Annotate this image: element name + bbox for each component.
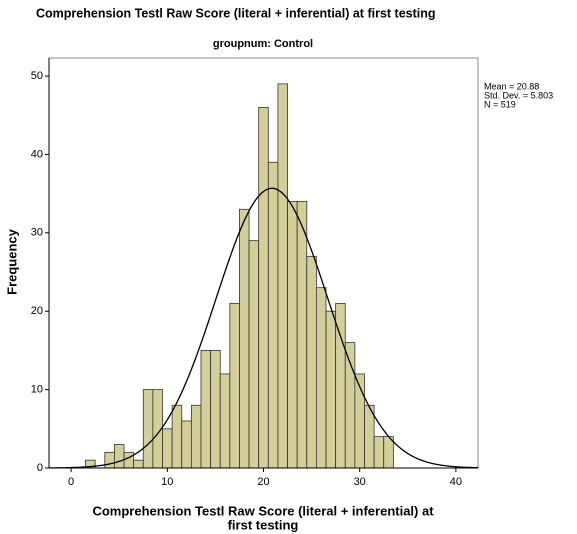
y-tick-label: 0 bbox=[37, 462, 43, 474]
stat-label: N = 519 bbox=[484, 99, 516, 109]
bar bbox=[200, 350, 211, 469]
stat-label: Std. Dev. = 5.803 bbox=[484, 90, 553, 100]
bar bbox=[114, 444, 125, 469]
bar bbox=[248, 240, 260, 469]
normal-curve bbox=[48, 187, 479, 469]
x-tick-label: 0 bbox=[68, 476, 74, 488]
y-tick-label: 40 bbox=[31, 148, 43, 160]
bar bbox=[306, 255, 317, 469]
x-tick-label: 20 bbox=[257, 476, 269, 488]
bar bbox=[190, 404, 202, 469]
chart-subtitle: groupnum: Control bbox=[213, 38, 313, 50]
bar bbox=[229, 302, 240, 469]
bar bbox=[287, 201, 298, 469]
y-tick-label: 30 bbox=[31, 227, 43, 239]
bar bbox=[123, 451, 135, 469]
bar bbox=[210, 350, 221, 469]
bar bbox=[162, 428, 173, 469]
bar bbox=[104, 451, 115, 469]
bar bbox=[133, 459, 144, 469]
chart-title: Comprehension Testl Raw Score (literal +… bbox=[36, 6, 436, 20]
bar bbox=[219, 373, 231, 469]
stat-label: Mean = 20.88 bbox=[484, 81, 539, 91]
bar bbox=[142, 389, 154, 469]
bar bbox=[277, 83, 288, 469]
bar bbox=[296, 201, 308, 469]
bar bbox=[316, 287, 327, 469]
bar bbox=[373, 436, 385, 469]
bar bbox=[171, 404, 183, 469]
bar bbox=[239, 208, 250, 469]
x-tick-label: 40 bbox=[450, 476, 462, 488]
y-axis-label: Frequency bbox=[4, 228, 19, 295]
x-tick-label: 30 bbox=[354, 476, 366, 488]
y-tick-label: 20 bbox=[31, 305, 43, 317]
bar bbox=[383, 436, 394, 469]
x-axis-label: Comprehension Testl Raw Score (literal +… bbox=[92, 503, 434, 518]
bar bbox=[325, 310, 337, 469]
bar bbox=[258, 106, 269, 469]
y-tick-label: 10 bbox=[31, 384, 43, 396]
y-tick-label: 50 bbox=[31, 70, 43, 82]
bar bbox=[181, 420, 192, 469]
x-tick-label: 10 bbox=[161, 476, 173, 488]
bar bbox=[364, 404, 375, 469]
bar bbox=[267, 161, 279, 469]
x-axis-label: first testing bbox=[228, 517, 299, 532]
